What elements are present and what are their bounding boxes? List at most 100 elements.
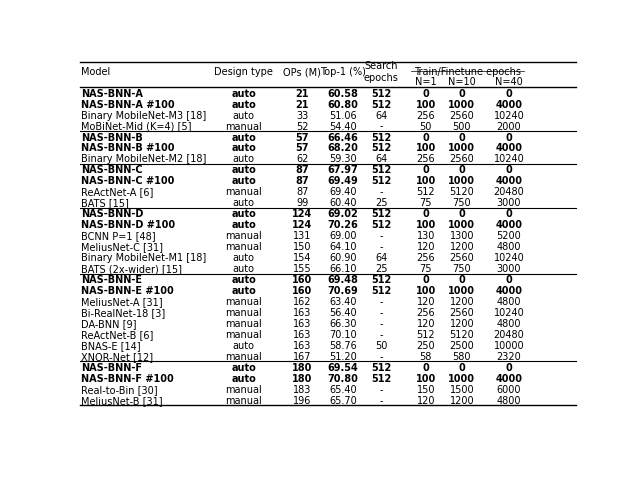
Text: 124: 124 — [292, 209, 312, 219]
Text: BATS (2x-wider) [15]: BATS (2x-wider) [15] — [81, 264, 182, 274]
Text: 4000: 4000 — [495, 220, 522, 230]
Text: MoBiNet-Mid (K=4) [5]: MoBiNet-Mid (K=4) [5] — [81, 122, 191, 132]
Text: 4800: 4800 — [497, 242, 522, 252]
Text: 155: 155 — [293, 264, 312, 274]
Text: manual: manual — [225, 122, 262, 132]
Text: 2320: 2320 — [497, 352, 522, 362]
Text: 183: 183 — [293, 385, 312, 395]
Text: ReActNet-A [6]: ReActNet-A [6] — [81, 187, 154, 197]
Text: 64: 64 — [375, 155, 387, 164]
Text: 5120: 5120 — [449, 330, 474, 340]
Text: -: - — [380, 242, 383, 252]
Text: 512: 512 — [371, 286, 391, 296]
Text: auto: auto — [231, 143, 256, 154]
Text: BNAS-E [14]: BNAS-E [14] — [81, 341, 141, 351]
Text: 1000: 1000 — [449, 286, 476, 296]
Text: 130: 130 — [417, 231, 435, 241]
Text: 60.80: 60.80 — [328, 100, 358, 110]
Text: Bi-RealNet-18 [3]: Bi-RealNet-18 [3] — [81, 308, 165, 318]
Text: 1200: 1200 — [450, 297, 474, 307]
Text: 131: 131 — [293, 231, 312, 241]
Text: 10240: 10240 — [493, 155, 524, 164]
Text: 0: 0 — [506, 165, 513, 175]
Text: auto: auto — [231, 363, 256, 373]
Text: 60.40: 60.40 — [329, 198, 356, 208]
Text: Search
epochs: Search epochs — [364, 61, 399, 83]
Text: ReActNet-B [6]: ReActNet-B [6] — [81, 330, 154, 340]
Text: 70.10: 70.10 — [329, 330, 356, 340]
Text: N=10: N=10 — [448, 77, 476, 87]
Text: 51.06: 51.06 — [329, 111, 356, 121]
Text: 0: 0 — [506, 133, 513, 142]
Text: 56.40: 56.40 — [329, 308, 356, 318]
Text: NAS-BNN-C: NAS-BNN-C — [81, 165, 143, 175]
Text: manual: manual — [225, 231, 262, 241]
Text: -: - — [380, 330, 383, 340]
Text: 580: 580 — [452, 352, 471, 362]
Text: 2560: 2560 — [449, 253, 474, 263]
Text: 512: 512 — [371, 143, 391, 154]
Text: auto: auto — [233, 253, 255, 263]
Text: 0: 0 — [506, 209, 513, 219]
Text: 68.20: 68.20 — [328, 143, 358, 154]
Text: 99: 99 — [296, 198, 308, 208]
Text: 512: 512 — [371, 374, 391, 384]
Text: 66.46: 66.46 — [328, 133, 358, 142]
Text: 4800: 4800 — [497, 297, 522, 307]
Text: auto: auto — [231, 374, 256, 384]
Text: Model: Model — [81, 67, 110, 77]
Text: 512: 512 — [371, 275, 391, 285]
Text: 1000: 1000 — [449, 143, 476, 154]
Text: 60.90: 60.90 — [329, 253, 356, 263]
Text: OPs (M): OPs (M) — [284, 67, 321, 77]
Text: 162: 162 — [293, 297, 312, 307]
Text: auto: auto — [231, 133, 256, 142]
Text: 21: 21 — [296, 89, 309, 99]
Text: NAS-BNN-D #100: NAS-BNN-D #100 — [81, 220, 175, 230]
Text: 512: 512 — [371, 100, 391, 110]
Text: 6000: 6000 — [497, 385, 522, 395]
Text: manual: manual — [225, 187, 262, 197]
Text: 1500: 1500 — [450, 385, 474, 395]
Text: manual: manual — [225, 396, 262, 406]
Text: 3000: 3000 — [497, 264, 522, 274]
Text: 180: 180 — [292, 363, 312, 373]
Text: 69.40: 69.40 — [329, 187, 356, 197]
Text: MeliusNet-B [31]: MeliusNet-B [31] — [81, 396, 163, 406]
Text: 2500: 2500 — [449, 341, 474, 351]
Text: BCNN P=1 [48]: BCNN P=1 [48] — [81, 231, 156, 241]
Text: 50: 50 — [375, 341, 387, 351]
Text: 70.80: 70.80 — [328, 374, 358, 384]
Text: 87: 87 — [296, 165, 309, 175]
Text: 100: 100 — [415, 220, 436, 230]
Text: 1300: 1300 — [450, 231, 474, 241]
Text: NAS-BNN-D: NAS-BNN-D — [81, 209, 143, 219]
Text: manual: manual — [225, 385, 262, 395]
Text: 58: 58 — [420, 352, 432, 362]
Text: 57: 57 — [296, 133, 309, 142]
Text: manual: manual — [225, 330, 262, 340]
Text: 150: 150 — [417, 385, 435, 395]
Text: 2560: 2560 — [449, 111, 474, 121]
Text: -: - — [380, 187, 383, 197]
Text: auto: auto — [231, 209, 256, 219]
Text: auto: auto — [231, 220, 256, 230]
Text: 120: 120 — [417, 242, 435, 252]
Text: Binary MobileNet-M2 [18]: Binary MobileNet-M2 [18] — [81, 155, 206, 164]
Text: manual: manual — [225, 242, 262, 252]
Text: 33: 33 — [296, 111, 308, 121]
Text: manual: manual — [225, 297, 262, 307]
Text: manual: manual — [225, 308, 262, 318]
Text: 512: 512 — [417, 330, 435, 340]
Text: Binary MobileNet-M1 [18]: Binary MobileNet-M1 [18] — [81, 253, 206, 263]
Text: 0: 0 — [506, 363, 513, 373]
Text: 500: 500 — [452, 122, 471, 132]
Text: manual: manual — [225, 352, 262, 362]
Text: DA-BNN [9]: DA-BNN [9] — [81, 319, 136, 329]
Text: 3000: 3000 — [497, 198, 522, 208]
Text: 65.40: 65.40 — [329, 385, 356, 395]
Text: 750: 750 — [452, 264, 471, 274]
Text: -: - — [380, 297, 383, 307]
Text: 57: 57 — [296, 143, 309, 154]
Text: 54.40: 54.40 — [329, 122, 356, 132]
